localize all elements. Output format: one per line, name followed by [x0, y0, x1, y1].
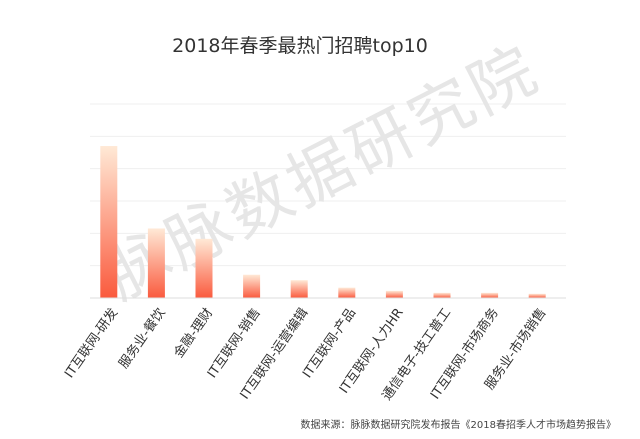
bar: [433, 292, 451, 298]
x-tick-label: IT互联网-研发: [61, 305, 121, 381]
bar: [195, 238, 213, 298]
bar: [528, 293, 546, 298]
chart-title: 2018年春季最热门招聘top10: [172, 35, 428, 57]
bar: [338, 287, 356, 298]
bar: [290, 280, 308, 298]
source-note: 数据来源：脉脉数据研究院发布报告《2018春招季人才市场趋势报告》: [301, 418, 616, 431]
bars: [100, 146, 546, 298]
bar: [100, 146, 118, 298]
bar: [481, 292, 499, 298]
bar: [243, 274, 261, 298]
bar: [385, 290, 403, 298]
x-tick-label: 金融-理财: [171, 305, 217, 361]
grid-lines: [90, 103, 566, 267]
x-tick-label: 服务业-餐饮: [116, 305, 169, 371]
bar: [147, 228, 165, 298]
